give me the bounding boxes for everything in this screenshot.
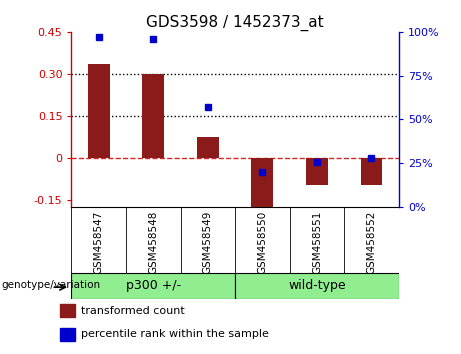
Bar (60, 304, 76, 317)
Bar (361, 158, 382, 185)
Text: p300 +/-: p300 +/- (126, 279, 181, 292)
Text: GSM458550: GSM458550 (257, 210, 267, 274)
Text: transformed count: transformed count (81, 306, 184, 316)
Text: GSM458547: GSM458547 (94, 210, 104, 274)
Bar (197, 137, 219, 158)
Text: GSM458552: GSM458552 (366, 210, 377, 274)
Title: GDS3598 / 1452373_at: GDS3598 / 1452373_at (146, 14, 324, 30)
Text: percentile rank within the sample: percentile rank within the sample (81, 330, 269, 339)
Text: wild-type: wild-type (288, 279, 346, 292)
Bar (71, 273, 235, 299)
Text: GSM458551: GSM458551 (312, 210, 322, 274)
Bar (60, 328, 76, 341)
Bar (252, 158, 273, 207)
Bar (88, 64, 110, 158)
Text: GSM458549: GSM458549 (203, 210, 213, 274)
Text: GSM458548: GSM458548 (148, 210, 158, 274)
Text: genotype/variation: genotype/variation (1, 280, 100, 290)
Bar (306, 158, 328, 185)
Bar (235, 273, 399, 299)
Bar (142, 74, 164, 158)
